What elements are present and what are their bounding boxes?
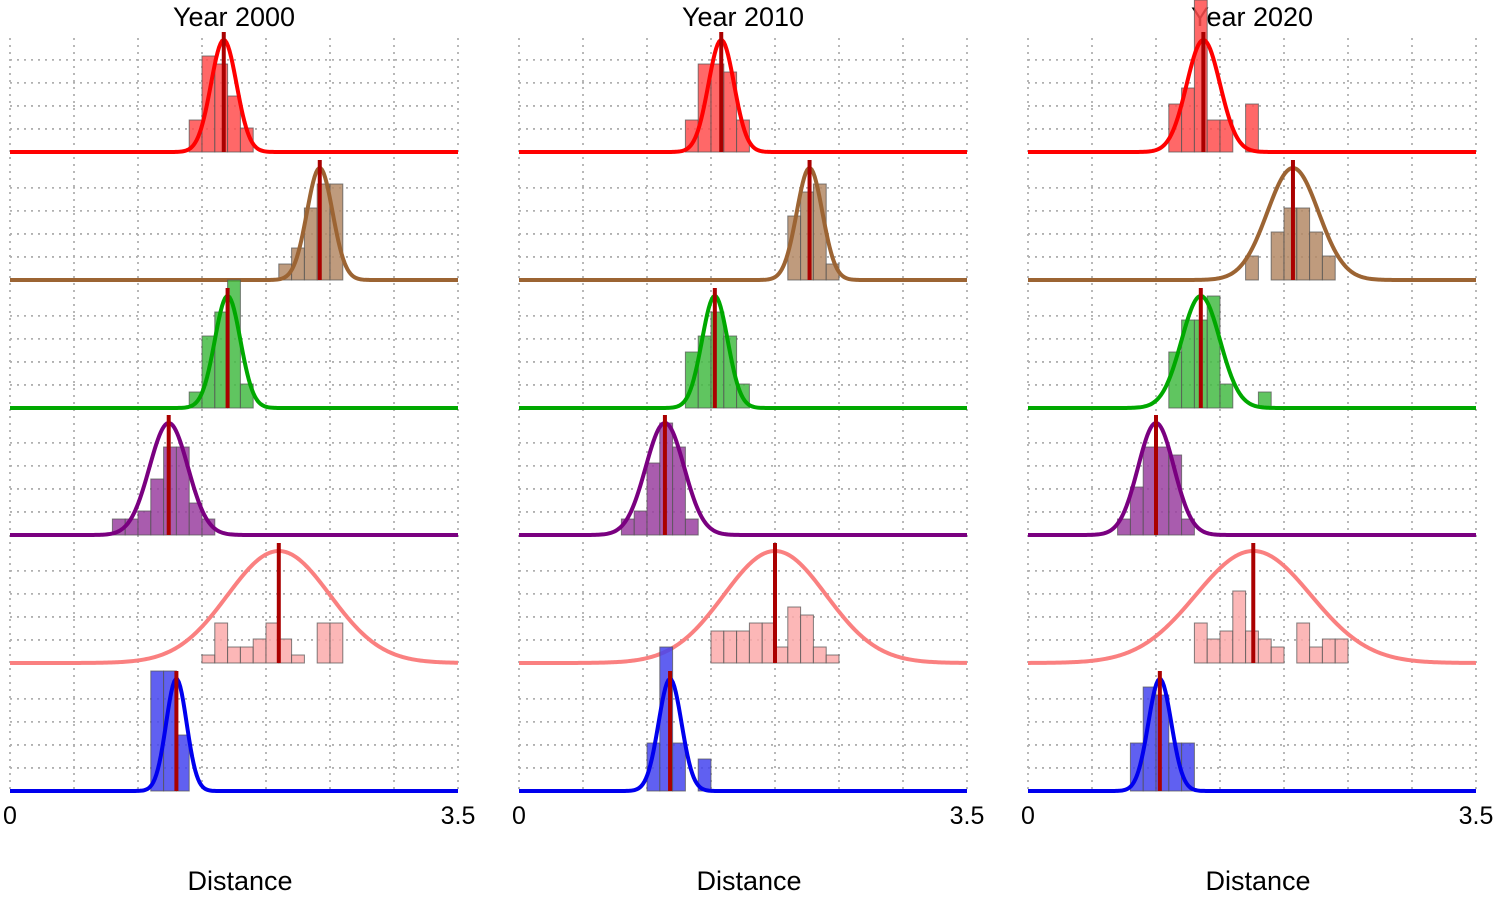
row-5 xyxy=(10,543,459,665)
density-curve xyxy=(10,548,459,665)
histogram-bar xyxy=(1309,646,1323,664)
histogram-bar xyxy=(201,654,216,664)
histogram-bar xyxy=(800,614,814,664)
row-4 xyxy=(519,415,967,537)
row-4 xyxy=(1028,415,1476,537)
histogram-bar xyxy=(812,646,827,664)
x-axis-label: Distance xyxy=(187,866,292,896)
histogram-bar xyxy=(150,478,165,536)
x-axis-label: Distance xyxy=(696,866,801,896)
histogram-bar xyxy=(684,518,699,536)
row-2 xyxy=(519,160,967,282)
x-tick-label-max: 3.5 xyxy=(441,802,476,830)
histogram-bar xyxy=(1257,638,1272,664)
histogram-bar xyxy=(1193,622,1208,664)
histogram-bar xyxy=(1270,231,1285,281)
row-3 xyxy=(519,288,967,410)
histogram-bar xyxy=(748,622,763,664)
density-curve xyxy=(10,293,458,410)
density-curve xyxy=(10,166,458,282)
density-curve xyxy=(10,677,458,793)
row-6 xyxy=(519,646,967,793)
histogram-bar xyxy=(646,462,661,536)
density-curve xyxy=(1028,676,1476,793)
row-2 xyxy=(1028,160,1476,282)
panel-title: Year 2000 xyxy=(173,2,295,32)
histogram-bar xyxy=(1321,638,1336,664)
density-curve xyxy=(519,420,967,537)
histogram-bar xyxy=(227,646,241,664)
histogram-bar xyxy=(1245,103,1259,153)
histogram-bar xyxy=(723,335,738,409)
histogram-bar xyxy=(787,606,802,664)
row-6 xyxy=(10,670,458,793)
x-tick-label-max: 3.5 xyxy=(1459,802,1494,830)
histogram-bar xyxy=(710,630,725,664)
row-5 xyxy=(519,543,968,665)
histogram-bar xyxy=(723,630,738,664)
histogram-bar xyxy=(633,510,648,536)
density-curve xyxy=(10,420,458,537)
histogram-bar xyxy=(137,510,152,536)
histogram-bar xyxy=(672,742,686,792)
histogram-bar xyxy=(1219,630,1234,664)
row-3 xyxy=(1028,288,1476,410)
histogram-bar xyxy=(825,654,840,664)
density-curve xyxy=(519,166,967,282)
row-4 xyxy=(10,415,458,537)
panel-2: Year 2010 0 3.5 Distance xyxy=(512,2,984,896)
row-1 xyxy=(519,32,967,154)
density-curve xyxy=(519,676,967,793)
histogram-bar xyxy=(1219,119,1234,153)
histogram-bar xyxy=(1309,231,1323,281)
histogram-bar xyxy=(1232,590,1247,664)
density-curve xyxy=(1028,420,1476,537)
histogram-bar xyxy=(1206,119,1221,153)
histogram-bar xyxy=(252,638,267,664)
density-curve xyxy=(519,38,967,154)
histogram-bar xyxy=(1321,255,1336,281)
x-tick-label-max: 3.5 xyxy=(950,802,985,830)
density-curve xyxy=(1028,166,1476,282)
histogram-bar xyxy=(1245,255,1259,281)
histogram-bar xyxy=(1181,518,1195,536)
row-5 xyxy=(1027,543,1477,665)
panel-title: Year 2010 xyxy=(682,2,804,32)
density-curve xyxy=(1028,293,1476,410)
panel-3: Year 2020 0 3.5 Distance xyxy=(1021,0,1493,896)
histogram-bar xyxy=(1334,638,1349,664)
histogram-bar xyxy=(329,622,344,664)
panel-title: Year 2020 xyxy=(1191,2,1313,32)
density-curve xyxy=(10,37,458,154)
density-curve xyxy=(1028,38,1476,154)
x-axis-label: Distance xyxy=(1205,866,1310,896)
density-curve xyxy=(519,293,967,410)
x-tick-label-min: 0 xyxy=(3,802,17,830)
density-curve xyxy=(519,549,968,665)
row-2 xyxy=(10,160,458,282)
panel-1: Year 2000 0 3.5 Distance xyxy=(3,2,475,896)
row-1 xyxy=(1028,0,1476,154)
histogram-bar xyxy=(214,622,229,664)
histogram-bar xyxy=(736,630,750,664)
histogram-bar xyxy=(1296,207,1311,281)
x-tick-label-min: 0 xyxy=(1021,802,1035,830)
panels-layer: Year 2000 0 3.5 Distance Year 2010 0 3.5 Distan… xyxy=(3,0,1493,896)
histogram-bar xyxy=(1270,646,1285,664)
row-6 xyxy=(1028,671,1476,793)
x-tick-label-min: 0 xyxy=(512,802,526,830)
row-3 xyxy=(10,279,458,410)
row-1 xyxy=(10,32,458,154)
histogram-bar xyxy=(316,622,331,664)
histogram-bar xyxy=(291,654,305,664)
histogram-bar xyxy=(1219,383,1234,409)
histogram-bar xyxy=(227,95,241,153)
histogram-bar xyxy=(1206,638,1221,664)
histogram-bar xyxy=(1296,622,1311,664)
histogram-bar xyxy=(239,646,254,664)
